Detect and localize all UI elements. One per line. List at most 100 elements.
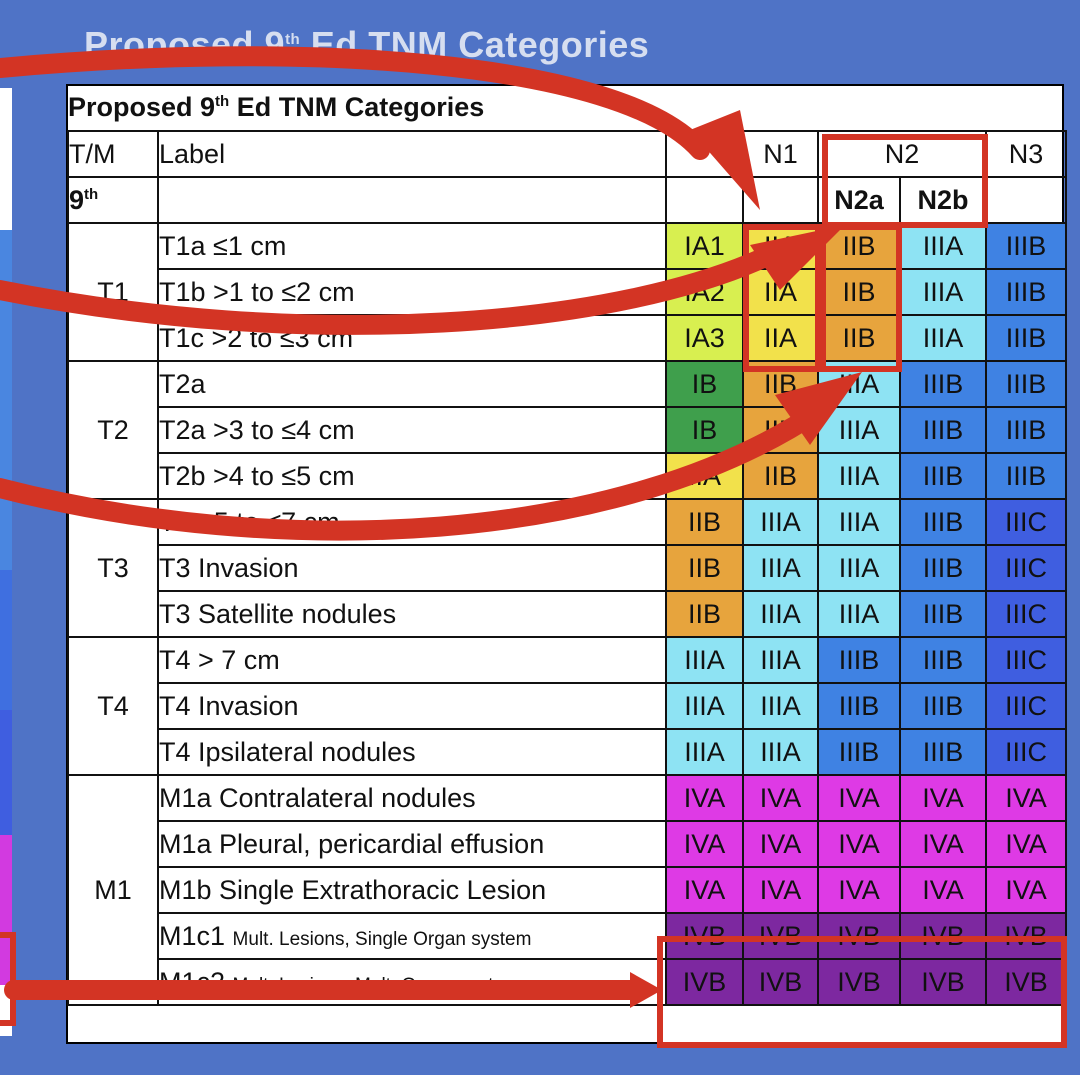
stage-cell: IIIB (899, 360, 987, 408)
row-label-text: M1c2 (159, 966, 226, 997)
row-label: T2a >3 to ≤4 cm (157, 406, 667, 454)
stage-cell: IIIC (984, 636, 1068, 684)
header-label: Label (157, 130, 667, 178)
row-label-text: M1c1 (159, 920, 226, 951)
row-label: T3 >5 to ≤7 cm (157, 498, 667, 546)
stage-cell: IIIC (984, 498, 1068, 546)
stage-cell: IVA (899, 774, 987, 822)
slide-background-title: Proposed 9th Ed TNM Categories (84, 24, 650, 65)
stage-cell: IIIB (899, 544, 987, 592)
stage-cell: IIIB (899, 590, 987, 638)
stage-cell: IVA (984, 820, 1068, 868)
stage-cell: IIB (742, 360, 819, 408)
stage-cell: IIB (665, 590, 744, 638)
row-label-detail: Mult. Lesions, Single Organ system (232, 928, 532, 950)
row-label: T1c >2 to ≤3 cm (157, 314, 667, 362)
header-n3-blank (984, 176, 1068, 224)
stage-cell: IIIB (899, 728, 987, 776)
table-row: T4 Invasion IIIA IIIA IIIB IIIB IIIC (68, 682, 1068, 730)
header-n2: N2 (817, 130, 987, 178)
stage-cell: IIIA (665, 636, 744, 684)
row-label-text: T3 >5 to ≤7 cm (159, 506, 340, 537)
stage-cell: IIIA (742, 728, 819, 776)
group-cell: T2 (67, 360, 159, 500)
stage-cell: IVB (665, 912, 744, 960)
stage-cell: IIIA (817, 360, 901, 408)
stage-cell: IVB (899, 958, 987, 1006)
stage-cell: IIIA (817, 498, 901, 546)
row-label-text: T1b >1 to ≤2 cm (159, 276, 355, 307)
row-label: T4 > 7 cm (157, 636, 667, 684)
table-row: T1 T1a ≤1 cm IA1 IIA IIB IIIA IIIB (67, 222, 1068, 362)
stage-cell: IIIB (984, 268, 1068, 316)
stage-cell: IIIB (899, 452, 987, 500)
stage-cell: IVA (899, 820, 987, 868)
table-row: T1b >1 to ≤2 cm IA2 IIA IIB IIIA IIIB (68, 268, 1068, 316)
row-label: M1b Single Extrathoracic Lesion (157, 866, 667, 914)
header-tm: T/M (67, 130, 159, 178)
row-label-text: T1a ≤1 cm (159, 230, 287, 261)
stage-cell: IVA (817, 820, 901, 868)
table-row: M1a Pleural, pericardial effusion IVA IVA I… (68, 820, 1068, 868)
row-label-text: T4 Ipsilateral nodules (159, 736, 416, 767)
stage-cell: IVA (742, 866, 819, 914)
table-row: T4 Ipsilateral nodules IIIA IIIA IIIB IIIB II… (68, 728, 1068, 776)
stage-cell: IA2 (665, 268, 744, 316)
stage-cell: IIIA (742, 590, 819, 638)
row-label: T4 Ipsilateral nodules (157, 728, 667, 776)
stage-cell: IIB (817, 222, 901, 270)
stage-cell: IIIA (665, 682, 744, 730)
row-label: T3 Satellite nodules (157, 590, 667, 638)
stage-cell: IA1 (665, 222, 744, 270)
stage-cell: IIIA (817, 406, 901, 454)
table-row: M1c1 Mult. Lesions, Single Organ system I… (68, 912, 1068, 960)
stage-cell: IVA (899, 866, 987, 914)
stage-cell: IIIA (899, 268, 987, 316)
stage-cell: IIIA (899, 314, 987, 362)
table-title: Proposed 9th Ed TNM Categories (68, 85, 1066, 131)
stage-cell: IIB (817, 268, 901, 316)
table-title-text: Proposed 9th Ed TNM Categories (68, 92, 485, 122)
group-cell: T3 (67, 498, 159, 638)
stage-cell: IIA (665, 452, 744, 500)
stage-cell: IIA (742, 268, 819, 316)
row-label: T1b >1 to ≤2 cm (157, 268, 667, 316)
stage-cell: IIIA (899, 222, 987, 270)
row-label: T2a (157, 360, 667, 408)
stage-cell: IIIA (742, 636, 819, 684)
stage-cell: IIIB (899, 682, 987, 730)
stage-cell: IVA (665, 820, 744, 868)
stage-cell: IIIB (899, 406, 987, 454)
stage-cell: IVB (665, 958, 744, 1006)
stage-cell: IIIB (817, 728, 901, 776)
header-n0-blank (665, 176, 744, 224)
left-edge-strip (0, 88, 12, 1038)
table-body: T1 T1a ≤1 cm IA1 IIA IIB IIIA IIIB T1b >1 to ≤2… (67, 222, 1068, 1006)
table-row: T3 Invasion IIB IIIA IIIA IIIB IIIC (68, 544, 1068, 592)
table-row: M1b Single Extrathoracic Lesion IVA IVA IVA… (68, 866, 1068, 914)
stage-cell: IIIC (984, 682, 1068, 730)
stage-cell: IVA (665, 774, 744, 822)
table-row: T2b >4 to ≤5 cm IIA IIB IIIA IIIB IIIB (68, 452, 1068, 500)
header-n2a: N2a (817, 176, 901, 224)
stage-cell: IVA (665, 866, 744, 914)
stage-cell: IIIA (742, 682, 819, 730)
row-label: T2b >4 to ≤5 cm (157, 452, 667, 500)
stage-cell: IIB (817, 314, 901, 362)
stage-cell: IIB (665, 498, 744, 546)
stage-cell: IIIC (984, 590, 1068, 638)
stage-cell: IIIC (984, 544, 1068, 592)
header-n1: N1 (742, 130, 819, 178)
stage-cell: IIIB (817, 682, 901, 730)
stage-cell: IIB (665, 544, 744, 592)
row-label-text: T2a (159, 368, 206, 399)
header-n0 (665, 130, 744, 178)
row-label: M1c1 Mult. Lesions, Single Organ system (157, 912, 667, 960)
stage-cell: IIIA (742, 544, 819, 592)
stage-cell: IIIC (984, 728, 1068, 776)
stage-cell: IIIA (742, 498, 819, 546)
stage-cell: IIIB (899, 498, 987, 546)
stage-cell: IVB (984, 958, 1068, 1006)
table-row: T4 T4 > 7 cm IIIA IIIA IIIB IIIB IIIC (67, 636, 1068, 776)
row-label: M1a Contralateral nodules (157, 774, 667, 822)
